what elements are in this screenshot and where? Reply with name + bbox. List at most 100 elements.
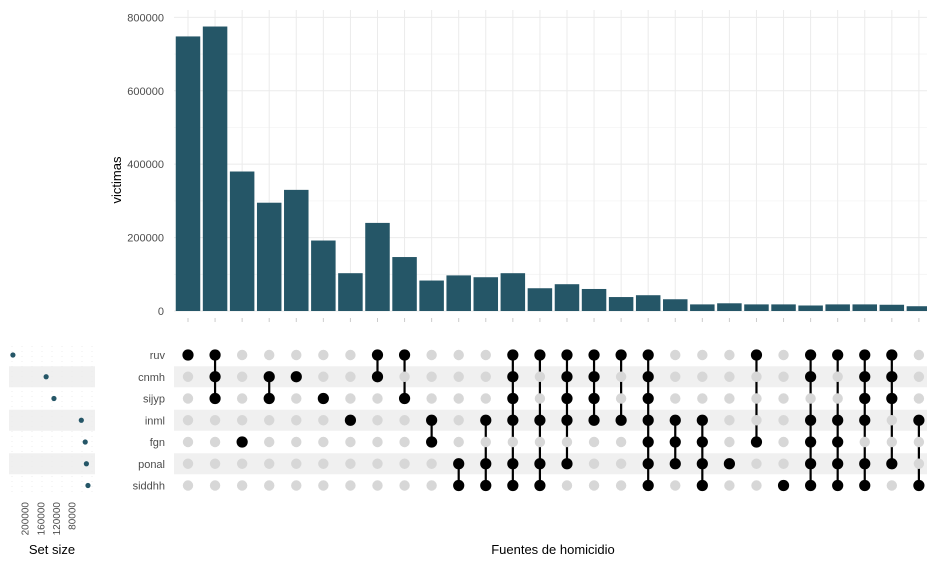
matrix-dot-inactive — [670, 349, 681, 361]
matrix-dot-inactive — [507, 436, 519, 448]
matrix-dot-inactive — [913, 393, 925, 404]
matrix-dot-inactive — [182, 436, 194, 448]
intersection-bar — [635, 295, 661, 311]
matrix-dot-inactive — [209, 436, 221, 448]
y-tick-label: 0 — [158, 306, 164, 318]
matrix-dot-inactive — [913, 349, 925, 361]
set-size-tick-label: 200000 — [21, 502, 32, 536]
intersection-bar — [798, 305, 823, 311]
matrix-dot-inactive — [426, 458, 437, 469]
matrix-dot-inactive — [236, 480, 248, 491]
matrix-dot-active — [317, 392, 329, 405]
matrix-dot-active — [696, 414, 708, 426]
matrix-dot-inactive — [913, 436, 925, 448]
intersection-bar — [419, 280, 444, 311]
matrix-dot-inactive — [480, 371, 491, 382]
intersection-bar — [284, 189, 309, 311]
intersection-bar — [175, 36, 201, 312]
matrix-dot-inactive — [264, 349, 275, 361]
matrix-dot-active — [642, 436, 654, 448]
matrix-dot-inactive — [724, 480, 735, 491]
matrix-dot-inactive — [345, 436, 356, 448]
matrix-dot-inactive — [426, 480, 437, 491]
intersection-bar — [771, 304, 796, 311]
y-tick-label: 600000 — [127, 86, 164, 98]
set-name-label: ponal — [138, 459, 165, 471]
intersection-bar — [446, 275, 471, 311]
set-size-tick-label: 80000 — [68, 502, 79, 530]
set-size-tick-label: 120000 — [52, 502, 63, 536]
matrix-dot-inactive — [724, 415, 735, 426]
matrix-dot-active — [750, 349, 763, 361]
matrix-dot-active — [805, 458, 817, 470]
matrix-dot-inactive — [372, 436, 383, 448]
matrix-dot-inactive — [561, 436, 573, 448]
matrix-dot-inactive — [318, 415, 329, 426]
matrix-dot-inactive — [724, 349, 735, 361]
matrix-dot-active — [588, 371, 600, 383]
matrix-dot-inactive — [724, 393, 735, 404]
matrix-dot-inactive — [372, 458, 383, 469]
matrix-dot-inactive — [291, 436, 302, 448]
matrix-dot-active — [832, 349, 844, 361]
matrix-dot-active — [859, 371, 871, 383]
matrix-dot-active — [290, 371, 302, 383]
matrix-dot-inactive — [182, 415, 194, 426]
matrix-dot-active — [263, 392, 275, 405]
matrix-dot-inactive — [453, 349, 464, 361]
matrix-dot-inactive — [182, 458, 194, 469]
matrix-dot-active — [561, 458, 573, 470]
matrix-dot-active — [886, 392, 898, 405]
intersection-bar-panel: 0 200000 400000 600000 800000 — [127, 10, 927, 322]
matrix-dot-active — [426, 436, 438, 448]
matrix-dot-active — [398, 392, 411, 405]
matrix-dot-inactive — [291, 349, 302, 361]
matrix-row-stripe — [174, 409, 927, 431]
matrix-dot-active — [696, 436, 708, 448]
set-size-point — [43, 374, 49, 380]
matrix-dot-inactive — [588, 480, 600, 491]
matrix-dot-inactive — [913, 371, 925, 382]
matrix-dot-inactive — [778, 436, 789, 448]
matrix-dot-active — [344, 414, 357, 426]
intersection-bar — [906, 306, 927, 311]
matrix-dot-inactive — [426, 393, 437, 404]
matrix-dot-inactive — [453, 436, 464, 448]
intersection-bar — [879, 304, 905, 311]
matrix-dot-active — [723, 458, 736, 470]
matrix-dot-inactive — [291, 480, 302, 491]
matrix-dot-active — [832, 414, 844, 426]
matrix-dot-active — [480, 479, 492, 492]
matrix-dot-active — [642, 349, 654, 361]
matrix-dot-active — [642, 392, 654, 405]
matrix-dot-active — [209, 392, 221, 405]
intersection-bar — [690, 304, 715, 311]
matrix-dot-inactive — [291, 393, 302, 404]
intersection-bar — [473, 277, 499, 311]
set-size-row-stripe — [9, 409, 95, 431]
set-size-tick-label: 160000 — [36, 502, 47, 536]
matrix-dot-inactive — [778, 458, 789, 469]
matrix-dot-active — [805, 436, 817, 448]
matrix-dot-active — [750, 436, 763, 448]
intersection-bar — [311, 240, 336, 311]
matrix-dot-inactive — [615, 371, 627, 382]
matrix-dot-inactive — [751, 480, 762, 491]
matrix-dot-inactive — [751, 415, 762, 426]
matrix-dot-inactive — [480, 436, 491, 448]
matrix-dot-active — [507, 458, 519, 470]
matrix-dot-inactive — [805, 393, 816, 404]
set-size-point — [10, 352, 16, 358]
matrix-dot-active — [480, 414, 492, 426]
intersection-bar — [825, 304, 850, 311]
matrix-dot-active — [777, 479, 790, 492]
intersection-bar — [338, 273, 363, 311]
matrix-dot-active — [588, 414, 600, 426]
y-tick-label: 400000 — [127, 159, 164, 171]
matrix-dot-active — [859, 349, 871, 361]
matrix-dot-active — [832, 458, 844, 470]
matrix-dot-inactive — [399, 436, 410, 448]
matrix-dot-active — [507, 349, 519, 361]
y-tick-label: 800000 — [127, 12, 164, 24]
